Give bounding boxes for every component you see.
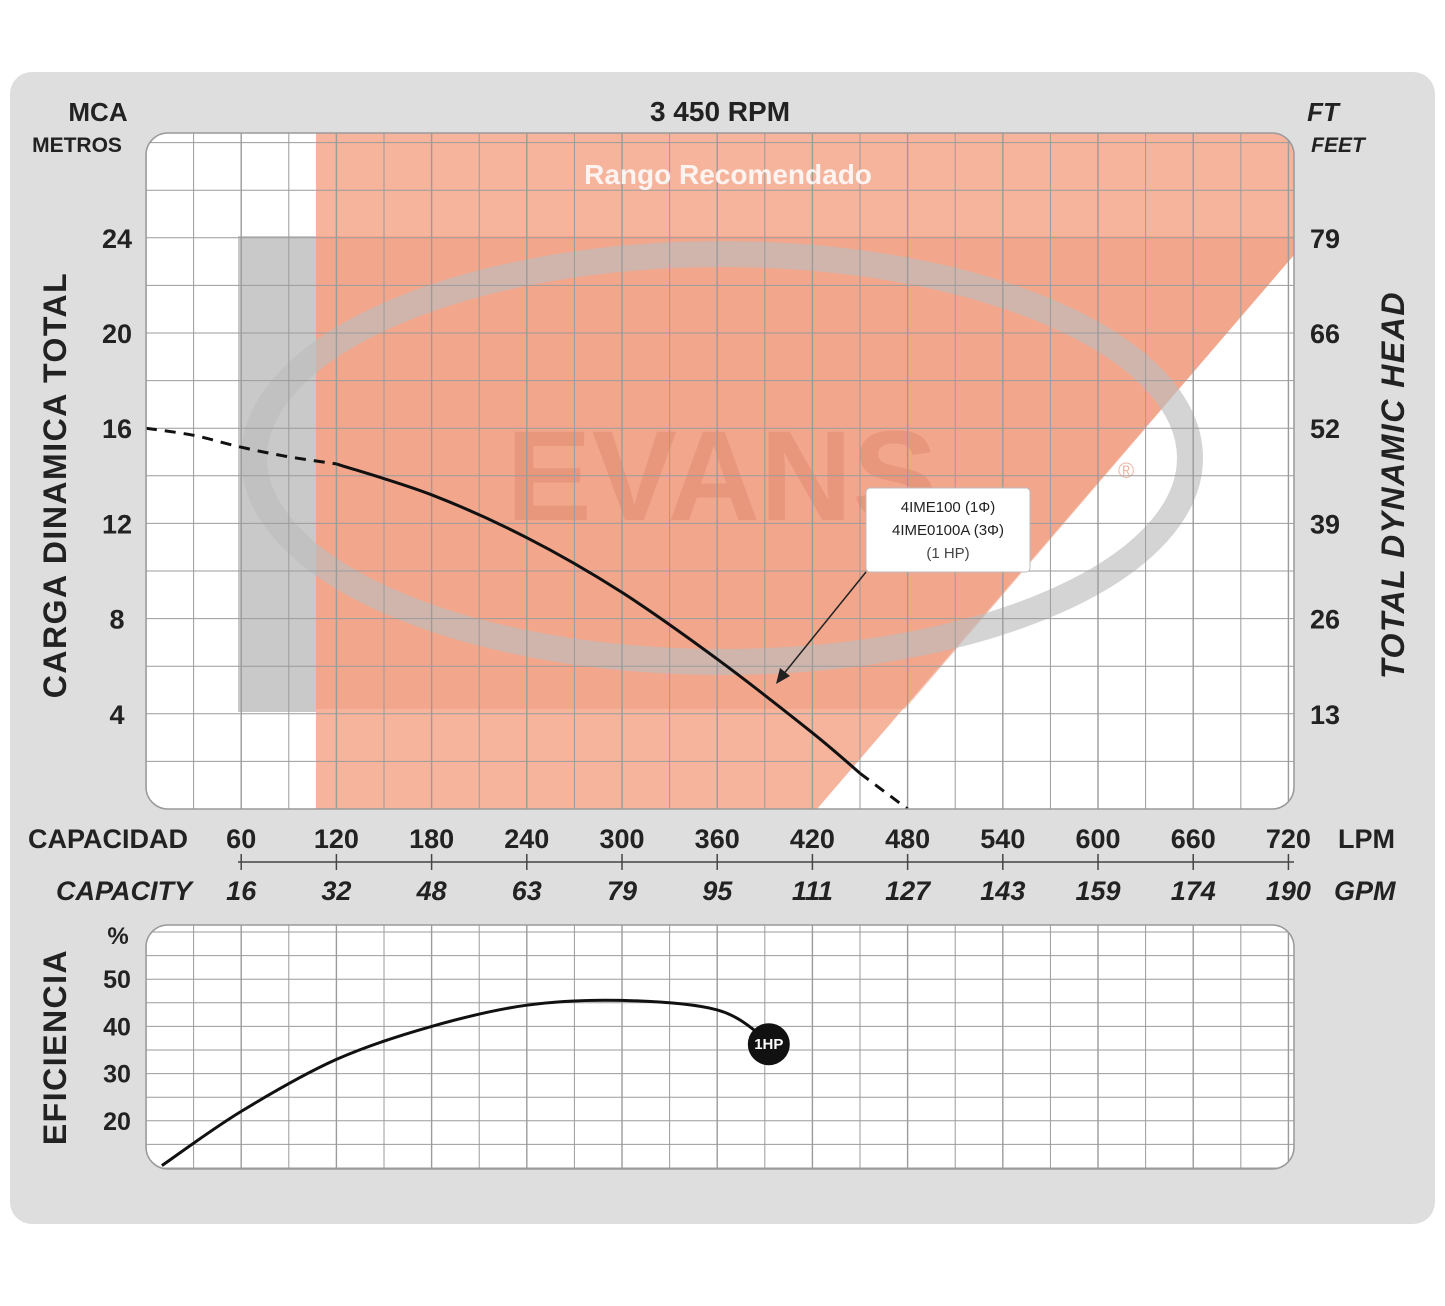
- efficiency-axis-title: EFICIENCIA: [37, 949, 73, 1145]
- annotation-line-2: 4IME0100A (3Φ): [892, 522, 1004, 539]
- left-unit-top: MCA: [68, 97, 127, 127]
- lpm-tick-label: 120: [314, 824, 359, 854]
- left-tick-label: 24: [102, 224, 132, 254]
- annotation-line-3: (1 HP): [926, 545, 969, 562]
- left-tick-label: 20: [102, 319, 132, 349]
- efficiency-tick-label: 40: [103, 1013, 131, 1041]
- head-plot-border: [145, 132, 1295, 810]
- left-tick-label: 4: [109, 700, 124, 730]
- lpm-tick-label: 240: [504, 824, 549, 854]
- efficiency-plot-background: [146, 925, 1294, 1169]
- left-tick-label: 8: [109, 605, 124, 635]
- left-axis-title: CARGA DINAMICA TOTAL: [37, 272, 73, 698]
- gpm-tick-label: 190: [1266, 876, 1311, 906]
- gpm-tick-label: 79: [607, 876, 637, 906]
- efficiency-grid: [146, 925, 1294, 1169]
- right-tick-label: 79: [1310, 224, 1340, 254]
- annotation-box: [865, 487, 1031, 573]
- efficiency-plot: 1HP: [145, 924, 1295, 1170]
- annotation-line-1: 4IME100 (1Φ): [901, 499, 996, 516]
- efficiency-end-label: 1HP: [754, 1036, 783, 1053]
- right-axis-title: TOTAL DYNAMIC HEAD: [1375, 291, 1411, 679]
- efficiency-tick-label: 30: [103, 1061, 131, 1089]
- lpm-tick-label: 300: [599, 824, 644, 854]
- lpm-tick-label: 480: [885, 824, 930, 854]
- lpm-tick-label: 60: [226, 824, 256, 854]
- capacity-gpm-label: CAPACITY: [56, 876, 195, 906]
- curve-annotation: 4IME100 (1Φ) 4IME0100A (3Φ) (1 HP): [776, 487, 1031, 684]
- right-tick-label: 26: [1310, 605, 1340, 635]
- head-plot: EVANS ® Rango Recomendado: [145, 132, 1295, 810]
- gpm-tick-label: 127: [885, 876, 932, 906]
- annotation-leader: [781, 571, 867, 677]
- capacity-lpm-unit: LPM: [1338, 824, 1395, 854]
- right-tick-label: 39: [1310, 509, 1340, 539]
- head-curve-dashed-right: [859, 772, 909, 809]
- efficiency-end-dot: [747, 1023, 790, 1066]
- chart-title: 3 450 RPM: [650, 96, 790, 127]
- gpm-tick-label: 32: [321, 876, 351, 906]
- efficiency-curve: [161, 998, 766, 1167]
- efficiency-unit: %: [107, 923, 128, 950]
- lpm-tick-label: 360: [695, 824, 740, 854]
- gpm-tick-label: 159: [1075, 876, 1120, 906]
- recommended-range-inner: [316, 236, 1294, 709]
- lpm-tick-label: 600: [1075, 824, 1120, 854]
- head-curve-dashed-left: [146, 426, 337, 466]
- gpm-tick-label: 111: [792, 876, 833, 906]
- lpm-tick-label: 720: [1266, 824, 1311, 854]
- gpm-tick-label: 48: [416, 876, 447, 906]
- gpm-tick-label: 143: [980, 876, 1025, 906]
- right-unit-bottom: FEET: [1311, 134, 1367, 157]
- lpm-tick-label: 540: [980, 824, 1025, 854]
- gpm-tick-label: 63: [512, 876, 542, 906]
- left-unit-bottom: METROS: [32, 134, 122, 157]
- lpm-tick-label: 420: [790, 824, 835, 854]
- capacity-lpm-label: CAPACIDAD: [28, 824, 188, 854]
- left-tick-label: 16: [102, 414, 132, 444]
- right-tick-label: 13: [1310, 700, 1340, 730]
- efficiency-plot-border: [145, 924, 1295, 1170]
- efficiency-end-marker: 1HP: [747, 1023, 790, 1066]
- efficiency-tick-label: 20: [103, 1108, 131, 1136]
- lpm-tick-label: 660: [1171, 824, 1216, 854]
- watermark-registered-mark: ®: [1118, 458, 1134, 483]
- right-tick-label: 52: [1310, 414, 1340, 444]
- gpm-tick-label: 95: [702, 876, 733, 906]
- gpm-tick-label: 16: [226, 876, 257, 906]
- left-tick-label: 12: [102, 509, 132, 539]
- head-grid: [146, 133, 1294, 809]
- right-tick-label: 66: [1310, 319, 1340, 349]
- recommended-range-label: Rango Recomendado: [584, 159, 872, 190]
- capacity-gpm-unit: GPM: [1334, 876, 1396, 906]
- lpm-tick-label: 180: [409, 824, 454, 854]
- right-unit-top: FT: [1307, 97, 1341, 127]
- head-curve-solid: [335, 462, 861, 775]
- efficiency-tick-label: 50: [103, 966, 131, 994]
- gpm-tick-label: 174: [1171, 876, 1216, 906]
- annotation-arrowhead: [776, 668, 790, 684]
